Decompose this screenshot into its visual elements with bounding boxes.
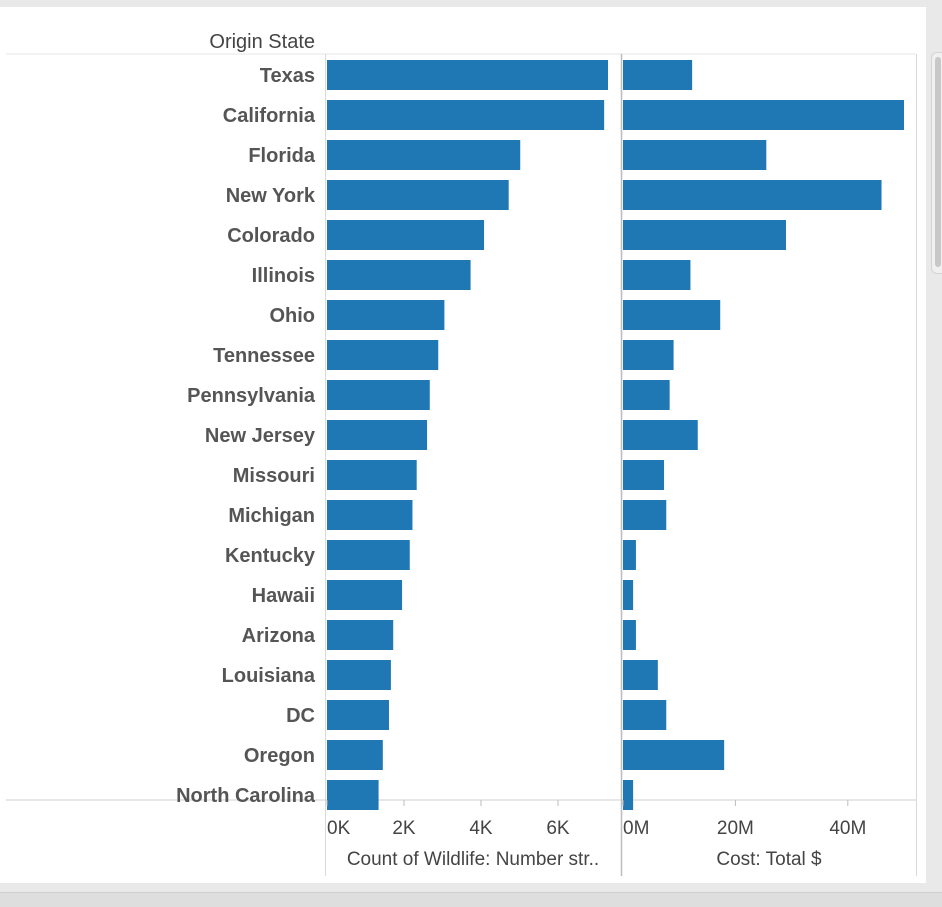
pane-2-axis-title: Cost: Total $ <box>716 849 822 870</box>
bar-count-tennessee[interactable] <box>327 340 439 370</box>
tick-label: 0K <box>327 818 351 839</box>
bar-count-texas[interactable] <box>327 60 608 90</box>
bar-count-north-carolina[interactable] <box>327 780 379 810</box>
bar-count-arizona[interactable] <box>327 620 394 650</box>
bar-count-louisiana[interactable] <box>327 660 391 690</box>
bar-cost-dc[interactable] <box>623 700 667 730</box>
bar-cost-colorado[interactable] <box>623 220 786 250</box>
category-label: Tennessee <box>213 345 315 367</box>
bar-cost-new-york[interactable] <box>623 180 882 210</box>
pane-1-axis-title: Count of Wildlife: Number str.. <box>347 849 599 870</box>
bar-count-new-york[interactable] <box>327 180 509 210</box>
category-label: California <box>223 105 316 127</box>
bar-count-new-jersey[interactable] <box>327 420 428 450</box>
bar-cost-tennessee[interactable] <box>623 340 674 370</box>
category-label: Louisiana <box>222 665 316 687</box>
tick-label: 0M <box>623 818 649 839</box>
tick-label: 20M <box>717 818 754 839</box>
bar-cost-pennsylvania[interactable] <box>623 380 670 410</box>
bar-count-illinois[interactable] <box>327 260 471 290</box>
bar-cost-florida[interactable] <box>623 140 767 170</box>
category-label: Colorado <box>227 225 315 247</box>
bottom-strip <box>0 892 942 907</box>
bar-count-oregon[interactable] <box>327 740 383 770</box>
bar-cost-louisiana[interactable] <box>623 660 658 690</box>
category-label: New York <box>226 185 316 207</box>
bar-cost-hawaii[interactable] <box>623 580 634 610</box>
category-label: North Carolina <box>176 785 316 807</box>
bar-cost-texas[interactable] <box>623 60 693 90</box>
category-label: Illinois <box>252 265 315 287</box>
category-label: Hawaii <box>252 585 315 607</box>
bar-count-pennsylvania[interactable] <box>327 380 430 410</box>
vertical-scrollbar[interactable] <box>931 52 942 274</box>
category-label: Florida <box>248 145 316 167</box>
bar-count-missouri[interactable] <box>327 460 417 490</box>
bar-cost-illinois[interactable] <box>623 260 691 290</box>
category-label: Michigan <box>228 505 315 527</box>
bar-cost-kentucky[interactable] <box>623 540 636 570</box>
category-label: Texas <box>260 65 315 87</box>
bar-count-michigan[interactable] <box>327 500 413 530</box>
tick-label: 4K <box>469 818 493 839</box>
bar-cost-oregon[interactable] <box>623 740 725 770</box>
bar-cost-north-carolina[interactable] <box>623 780 634 810</box>
category-label: Pennsylvania <box>187 385 316 407</box>
bar-count-colorado[interactable] <box>327 220 485 250</box>
bar-cost-ohio[interactable] <box>623 300 721 330</box>
bar-count-hawaii[interactable] <box>327 580 403 610</box>
bar-count-kentucky[interactable] <box>327 540 410 570</box>
bar-count-ohio[interactable] <box>327 300 445 330</box>
tick-label: 2K <box>392 818 416 839</box>
bar-cost-arizona[interactable] <box>623 620 636 650</box>
bar-count-california[interactable] <box>327 100 605 130</box>
bar-count-florida[interactable] <box>327 140 521 170</box>
tick-label: 40M <box>829 818 866 839</box>
bar-cost-california[interactable] <box>623 100 904 130</box>
bar-count-dc[interactable] <box>327 700 389 730</box>
tick-label: 6K <box>546 818 570 839</box>
row-header: Origin State <box>209 31 315 53</box>
category-label: New Jersey <box>205 425 316 447</box>
category-label: Kentucky <box>225 545 316 567</box>
category-label: Oregon <box>244 745 315 767</box>
category-label: Ohio <box>269 305 315 327</box>
category-label: Missouri <box>233 465 315 487</box>
bar-cost-new-jersey[interactable] <box>623 420 698 450</box>
category-label: Arizona <box>242 625 316 647</box>
bar-cost-michigan[interactable] <box>623 500 667 530</box>
bar-cost-missouri[interactable] <box>623 460 665 490</box>
category-label: DC <box>286 705 315 727</box>
scrollbar-thumb[interactable] <box>935 57 941 267</box>
